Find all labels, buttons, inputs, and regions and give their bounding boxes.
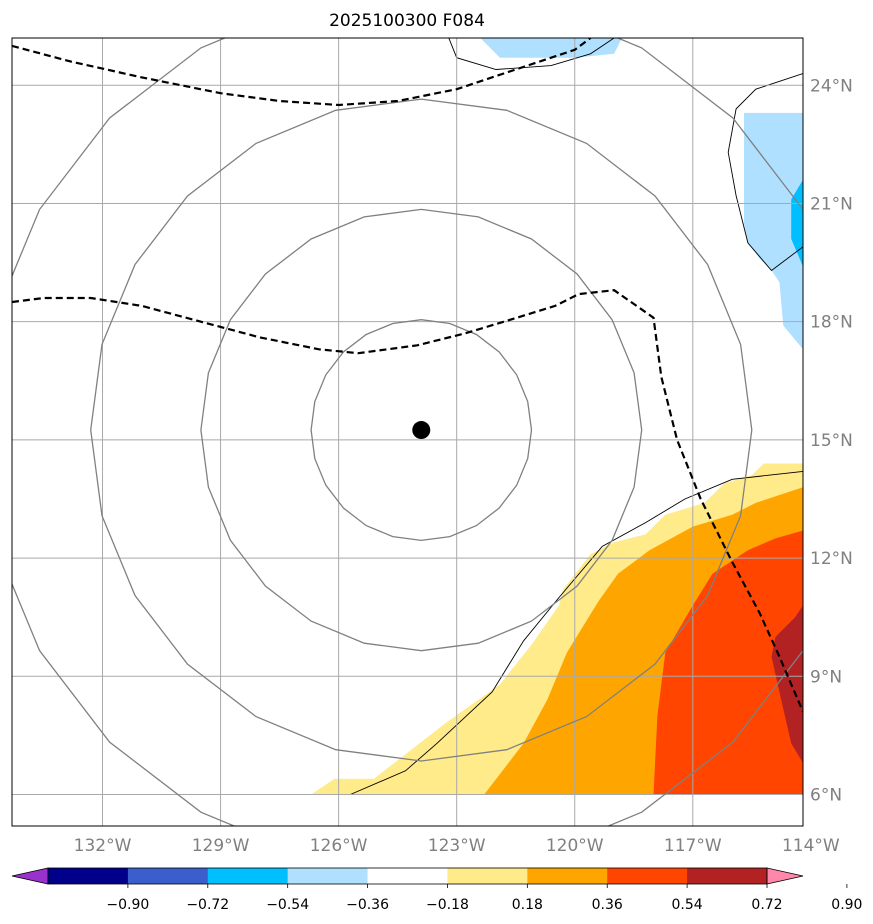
- coastline-0: [350, 470, 803, 795]
- range-ring-2: [200, 208, 643, 652]
- colorbar-extend-low: [11, 867, 49, 885]
- lat-tick-label: 15°N: [810, 431, 853, 451]
- dashed-isoline-2: [12, 289, 803, 713]
- shaded-region-5: [791, 179, 803, 267]
- range-ring-4: [12, 38, 803, 826]
- lon-tick-label: 129°W: [192, 836, 250, 856]
- colorbar-tick-label: −0.90: [106, 897, 149, 913]
- colorbar-tick-label: 0.90: [831, 897, 862, 913]
- range-ring-3: [90, 98, 753, 762]
- colorbar-tick-label: 0.72: [751, 897, 782, 913]
- chart-title: 2025100300 F084: [329, 11, 485, 31]
- shaded-region-6: [480, 38, 622, 58]
- lon-tick-label: 126°W: [310, 836, 368, 856]
- colorbar-extend-high: [766, 867, 804, 885]
- lat-tick-label: 18°N: [810, 313, 853, 333]
- colorbar-segment: [287, 868, 369, 884]
- colorbar-tick-label: −0.72: [186, 897, 229, 913]
- longitude-tick-labels: 132°W 129°W 126°W 123°W 120°W 117°W 114°W: [74, 836, 840, 856]
- lat-tick-label: 12°N: [810, 549, 853, 569]
- colorbar-segment: [447, 868, 528, 884]
- shaded-region-3: [771, 605, 803, 763]
- colorbar-segment: [607, 868, 688, 884]
- colorbar-tick-label: 0.36: [592, 897, 623, 913]
- colorbar-segment: [687, 868, 768, 884]
- lon-tick-label: 132°W: [74, 836, 132, 856]
- dashed-isolines: [12, 38, 803, 713]
- shaded-fields: [311, 38, 803, 795]
- colorbar-tick-label: −0.18: [426, 897, 469, 913]
- shaded-region-2: [653, 530, 803, 795]
- lat-tick-label: 6°N: [810, 785, 842, 805]
- storm-center-layer: [412, 421, 431, 440]
- shaded-region-4: [744, 112, 803, 350]
- colorbar-outline: [47, 867, 768, 885]
- lon-tick-label: 120°W: [546, 836, 604, 856]
- lon-tick-label: 114°W: [782, 836, 840, 856]
- colorbar-tick-label: 0.54: [672, 897, 703, 913]
- dashed-isoline-1: [12, 38, 592, 107]
- map-frame: [11, 37, 804, 827]
- lon-tick-label: 117°W: [664, 836, 722, 856]
- storm-center-marker: [412, 421, 431, 440]
- colorbar-tick-label: −0.54: [266, 897, 309, 913]
- colorbar-tick-label: 0.18: [512, 897, 543, 913]
- colorbar-segment: [48, 868, 129, 884]
- colorbar-tick-label: −0.36: [346, 897, 389, 913]
- coastline-1: [727, 73, 803, 272]
- colorbar-segment: [127, 868, 209, 884]
- lat-tick-label: 24°N: [810, 76, 853, 96]
- lat-tick-label: 21°N: [810, 194, 853, 214]
- colorbar: −0.90 −0.72 −0.54 −0.36 −0.18 0.18 0.36 0.54 0.7…: [11, 867, 862, 913]
- latitude-tick-labels: 6°N 9°N 12°N 15°N 18°N 21°N 24°N: [810, 76, 853, 805]
- lat-tick-label: 9°N: [810, 667, 842, 687]
- range-ring-1: [310, 319, 533, 542]
- range-rings: [12, 38, 803, 826]
- colorbar-segment: [527, 868, 608, 884]
- colorbar-segment: [367, 868, 448, 884]
- map-plot-area: [12, 38, 803, 826]
- colorbar-segment: [207, 868, 289, 884]
- lon-tick-label: 123°W: [428, 836, 486, 856]
